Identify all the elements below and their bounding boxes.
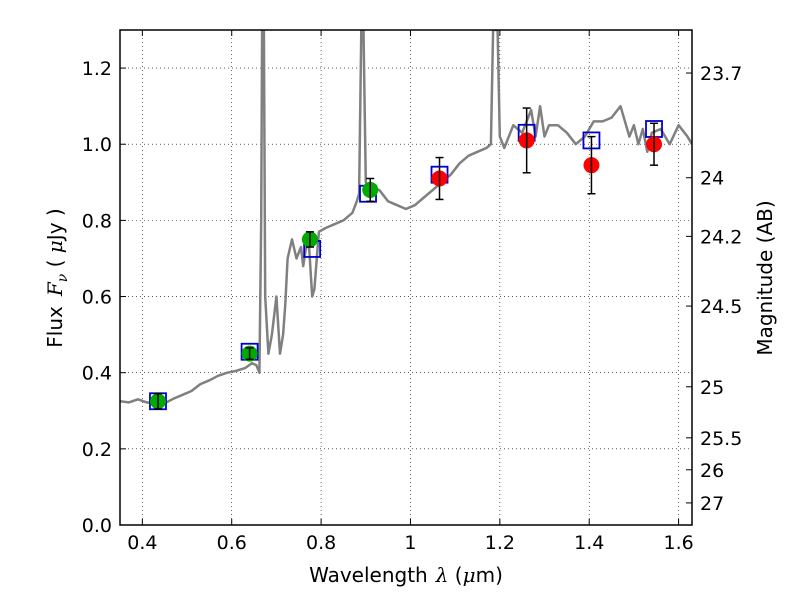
x-tick-label: 0.6 [217, 532, 247, 554]
y-axis-unit-mu: μ [43, 240, 67, 253]
x-axis-unit-rest: m) [476, 563, 503, 587]
mag-tick-label: 27 [700, 493, 724, 515]
y-tick-label: 0.6 [82, 287, 112, 309]
y-tick-label: 0.2 [82, 439, 112, 461]
x-tick-label: 0.8 [306, 532, 336, 554]
y-tick-label: 0.8 [82, 210, 112, 232]
plot-frame [119, 29, 693, 526]
x-axis-label: Wavelength λ (μm) [309, 563, 503, 587]
x-axis-unit-mu: μ [463, 563, 476, 587]
mag-tick-label: 25.5 [700, 428, 742, 450]
x-tick-label: 1.6 [663, 532, 693, 554]
y-axis-symbol: F [43, 281, 67, 297]
tick-labels: 0.4 0.6 0.8 1 1.2 1.4 1.6 0.0 0.2 0.4 0.6 0.8 1.0 1.2… [82, 58, 743, 554]
x-tick-label: 1 [404, 532, 416, 554]
mag-tick-label: 24 [700, 168, 724, 190]
y-tick-label: 0.4 [82, 363, 112, 385]
y2-axis-label: Magnitude (AB) [753, 200, 777, 355]
x-tick-label: 0.4 [127, 532, 157, 554]
x-axis-symbol: λ [435, 563, 449, 587]
y-axis-label: Flux Fν ( μJy ) [43, 208, 71, 347]
y-tick-label: 1.0 [82, 134, 112, 156]
y-axis-subscript: ν [55, 273, 71, 282]
y-tick-label: 0.0 [82, 515, 112, 537]
mag-tick-label: 24.5 [700, 296, 742, 318]
x-axis-label-text: Wavelength [309, 563, 428, 587]
series-layer [120, 30, 692, 411]
y-tick-label: 1.2 [82, 58, 112, 80]
mag-tick-label: 24.2 [700, 226, 742, 248]
mag-tick-label: 25 [700, 377, 724, 399]
x-axis-unit-open: ( [448, 563, 462, 587]
x-tick-label: 1.2 [485, 532, 515, 554]
y-axis-unit-open: ( [43, 253, 67, 274]
ticks [120, 30, 692, 526]
x-tick-label: 1.4 [574, 532, 604, 554]
y-axis-label-text: Flux [43, 306, 67, 348]
mag-tick-label: 23.7 [700, 63, 742, 85]
plot-background [120, 30, 692, 525]
mag-tick-label: 26 [700, 460, 724, 482]
y-axis-unit-rest: Jy ) [43, 208, 67, 242]
